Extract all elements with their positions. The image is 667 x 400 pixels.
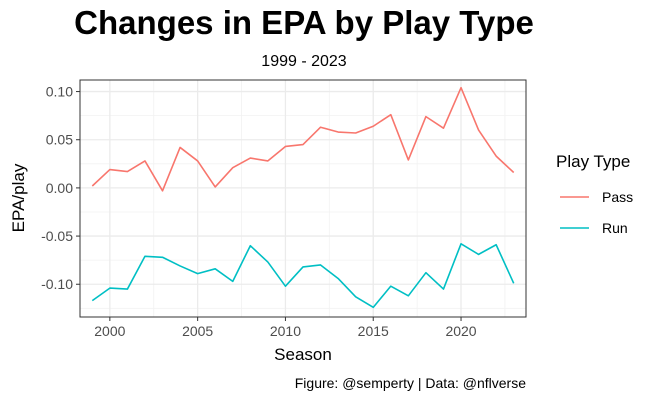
legend-label-run: Run bbox=[602, 220, 628, 236]
x-tick-label: 2015 bbox=[358, 323, 389, 339]
legend: Play Type Pass Run bbox=[556, 152, 633, 236]
chart-caption: Figure: @semperty | Data: @nflverse bbox=[295, 375, 526, 391]
y-tick-label: 0.00 bbox=[46, 180, 73, 196]
series-line-pass bbox=[91, 86, 515, 192]
y-tick-label: 0.10 bbox=[46, 84, 73, 100]
x-tick-label: 2020 bbox=[445, 323, 476, 339]
x-tick-label: 2005 bbox=[182, 323, 213, 339]
x-tick-label: 2010 bbox=[270, 323, 301, 339]
y-tick-label: 0.05 bbox=[46, 132, 73, 148]
x-axis-title: Season bbox=[274, 345, 332, 364]
series-line-run bbox=[91, 242, 515, 309]
chart-title: Changes in EPA by Play Type bbox=[74, 4, 534, 41]
panel-border bbox=[79, 79, 527, 318]
plot-area: 2000 2005 2010 2015 2020 -0.10 -0.05 0.00 0.05 0.… bbox=[41, 79, 527, 339]
y-tick-label: -0.05 bbox=[41, 228, 73, 244]
x-tick-label: 2000 bbox=[94, 323, 125, 339]
y-axis-title: EPA/play bbox=[9, 163, 28, 232]
legend-label-pass: Pass bbox=[602, 189, 633, 205]
y-tick-label: -0.10 bbox=[41, 276, 73, 292]
chart-subtitle: 1999 - 2023 bbox=[261, 53, 347, 70]
legend-title: Play Type bbox=[556, 152, 630, 171]
